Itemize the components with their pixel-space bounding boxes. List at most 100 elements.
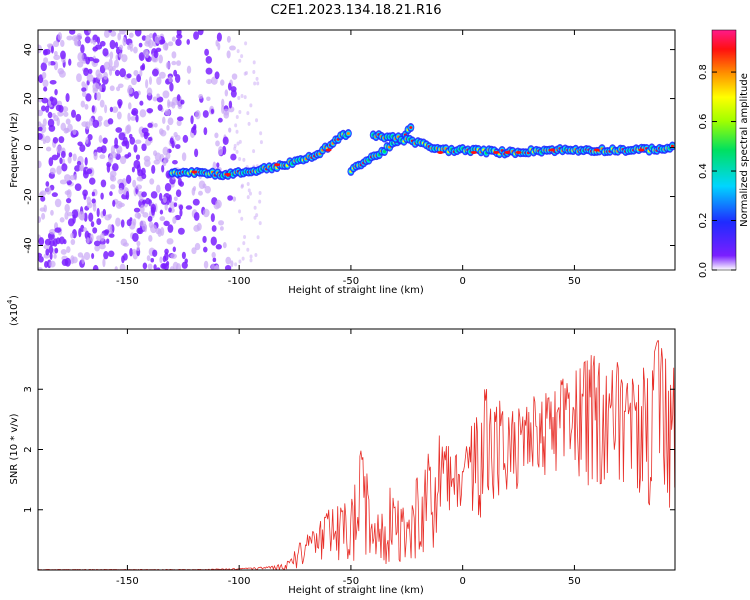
y-tick-label: 3	[23, 386, 34, 392]
noise-point	[132, 248, 137, 255]
trace-peak	[593, 148, 600, 152]
noise-point	[102, 48, 109, 57]
noise-point	[79, 144, 86, 152]
noise-point	[144, 34, 151, 45]
noise-point	[90, 38, 94, 44]
noise-point	[145, 51, 149, 59]
noise-point	[107, 250, 115, 258]
noise-point	[164, 203, 168, 211]
trace-point	[670, 144, 675, 148]
noise-point	[159, 256, 163, 264]
noise-point	[156, 96, 164, 103]
noise-point	[259, 131, 263, 136]
noise-point	[129, 248, 133, 257]
noise-point	[161, 164, 165, 173]
noise-point	[67, 211, 73, 217]
noise-point	[42, 118, 47, 127]
trace-peak	[437, 150, 444, 154]
noise-point	[147, 122, 153, 128]
noise-point	[49, 96, 54, 102]
noise-point	[127, 152, 132, 158]
snr-y-ticks: 1 2 3	[23, 386, 675, 513]
noise-point	[153, 50, 159, 59]
noise-point	[167, 117, 174, 126]
noise-point	[151, 206, 155, 216]
noise-point	[96, 207, 100, 218]
noise-point	[54, 247, 59, 254]
noise-point	[172, 216, 177, 224]
noise-point	[158, 54, 163, 64]
snr-y-scale: (x10 4 )	[6, 295, 20, 326]
noise-point	[162, 159, 167, 167]
snr-y-scale-exponent: 4	[6, 299, 14, 304]
noise-point	[49, 79, 57, 85]
noise-point	[178, 204, 184, 211]
noise-point	[48, 124, 56, 132]
y-tick-label: 40	[23, 43, 34, 56]
noise-point	[64, 190, 71, 196]
noise-point	[142, 262, 148, 270]
noise-point	[220, 79, 225, 86]
trace-peak	[493, 150, 500, 154]
noise-point	[242, 241, 246, 246]
noise-point	[238, 109, 242, 114]
noise-point	[47, 61, 52, 66]
noise-point	[45, 146, 52, 152]
noise-point	[191, 127, 195, 134]
noise-point	[41, 105, 46, 112]
noise-point	[131, 166, 135, 173]
noise-point	[155, 267, 161, 270]
noise-point	[96, 146, 103, 153]
noise-point	[184, 258, 188, 264]
noise-point	[153, 159, 161, 165]
noise-point	[197, 30, 204, 36]
noise-point	[57, 68, 65, 75]
noise-point	[89, 233, 94, 242]
x-tick-label: -50	[343, 576, 359, 587]
noise-point	[40, 62, 47, 72]
noise-point	[45, 248, 50, 256]
x-tick-label: -100	[228, 276, 251, 287]
noise-point	[43, 86, 48, 92]
noise-point	[210, 213, 215, 223]
noise-point	[132, 232, 139, 242]
noise-point	[92, 82, 100, 92]
noise-point	[230, 260, 234, 268]
noise-point	[169, 82, 174, 92]
noise-point	[151, 164, 156, 174]
noise-point	[146, 255, 151, 262]
noise-point	[50, 45, 54, 54]
noise-point	[224, 264, 232, 270]
noise-point	[83, 67, 90, 77]
noise-point	[210, 108, 215, 115]
noise-point	[255, 213, 259, 218]
noise-point	[53, 253, 57, 259]
y-tick-label: -40	[23, 237, 34, 253]
noise-point	[45, 181, 50, 187]
noise-point	[119, 263, 126, 270]
noise-point	[73, 174, 78, 181]
noise-point	[255, 76, 259, 81]
noise-point	[252, 60, 256, 65]
noise-point	[158, 71, 166, 79]
noise-point	[141, 143, 147, 152]
noise-point	[38, 256, 44, 263]
noise-point	[125, 125, 131, 135]
noise-point	[128, 32, 134, 38]
noise-point	[141, 173, 147, 180]
noise-point	[72, 214, 76, 224]
noise-point	[258, 190, 262, 195]
noise-point	[54, 227, 62, 233]
noise-point	[110, 184, 116, 190]
noise-point	[64, 257, 71, 267]
noise-point	[136, 246, 140, 252]
noise-point	[69, 30, 76, 35]
noise-point	[69, 174, 76, 181]
noise-point	[126, 219, 132, 227]
noise-point	[238, 259, 242, 264]
noise-point	[133, 90, 139, 100]
noise-point	[164, 109, 171, 116]
noise-point	[121, 54, 128, 63]
noise-point	[143, 131, 149, 140]
noise-point	[205, 67, 213, 75]
